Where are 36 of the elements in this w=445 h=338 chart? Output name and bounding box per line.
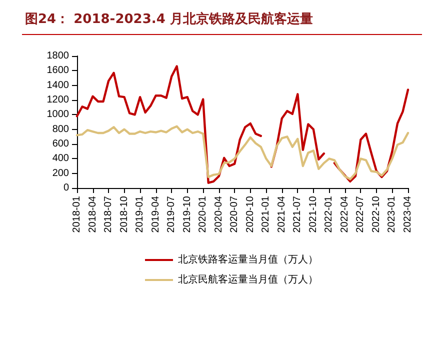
x-tick-label: 2018-01	[72, 196, 82, 233]
y-tick-label: 800	[52, 124, 70, 135]
y-tick-label: 0	[63, 182, 70, 194]
x-tick-label: 2021-07	[292, 196, 304, 233]
legend-label: 北京民航客运量当月值（万人）	[178, 274, 318, 286]
y-tick-label: 1200	[46, 94, 70, 106]
x-tick-label: 2022-04	[339, 196, 350, 233]
x-tick-label: 2018-04	[87, 196, 98, 233]
y-tick-label: 600	[52, 138, 70, 150]
x-tick-label: 2022-01	[324, 196, 335, 233]
x-tick-label: 2020-01	[198, 196, 209, 233]
x-tick-label: 2018-10	[118, 196, 130, 233]
x-tick-label: 2022-07	[355, 196, 366, 233]
legend-label: 北京铁路客运量当月值（万人）	[178, 254, 318, 266]
y-tick-label: 1400	[46, 80, 70, 91]
line-series	[76, 125, 410, 180]
x-tick-label: 2019-01	[134, 196, 146, 233]
y-tick-label: 1000	[46, 109, 70, 120]
x-tick-label: 2018-07	[103, 196, 114, 233]
x-tick-label: 2023-01	[386, 196, 398, 233]
y-tick-label: 400	[52, 153, 70, 164]
x-tick-label: 2021-01	[260, 196, 272, 233]
y-tick-label: 1800	[46, 50, 70, 62]
x-tick-label: 2021-10	[308, 196, 319, 233]
y-tick-label: 1600	[46, 65, 70, 76]
x-tick-label: 2023-04	[402, 196, 414, 233]
x-tick-label: 2019-10	[182, 196, 193, 233]
x-tick-label: 2021-04	[276, 196, 288, 233]
x-tick-label: 2019-07	[166, 196, 178, 233]
x-tick-label: 2020-07	[229, 196, 240, 233]
chart-title: 图24： 2018-2023.4 月北京铁路及民航客运量	[25, 11, 313, 27]
x-tick-label: 2019-04	[150, 196, 162, 233]
x-tick-label: 2020-10	[244, 196, 256, 233]
y-tick-label: 200	[52, 168, 70, 179]
x-tick-label: 2022-10	[370, 196, 382, 233]
x-tick-label: 2020-04	[213, 196, 224, 233]
